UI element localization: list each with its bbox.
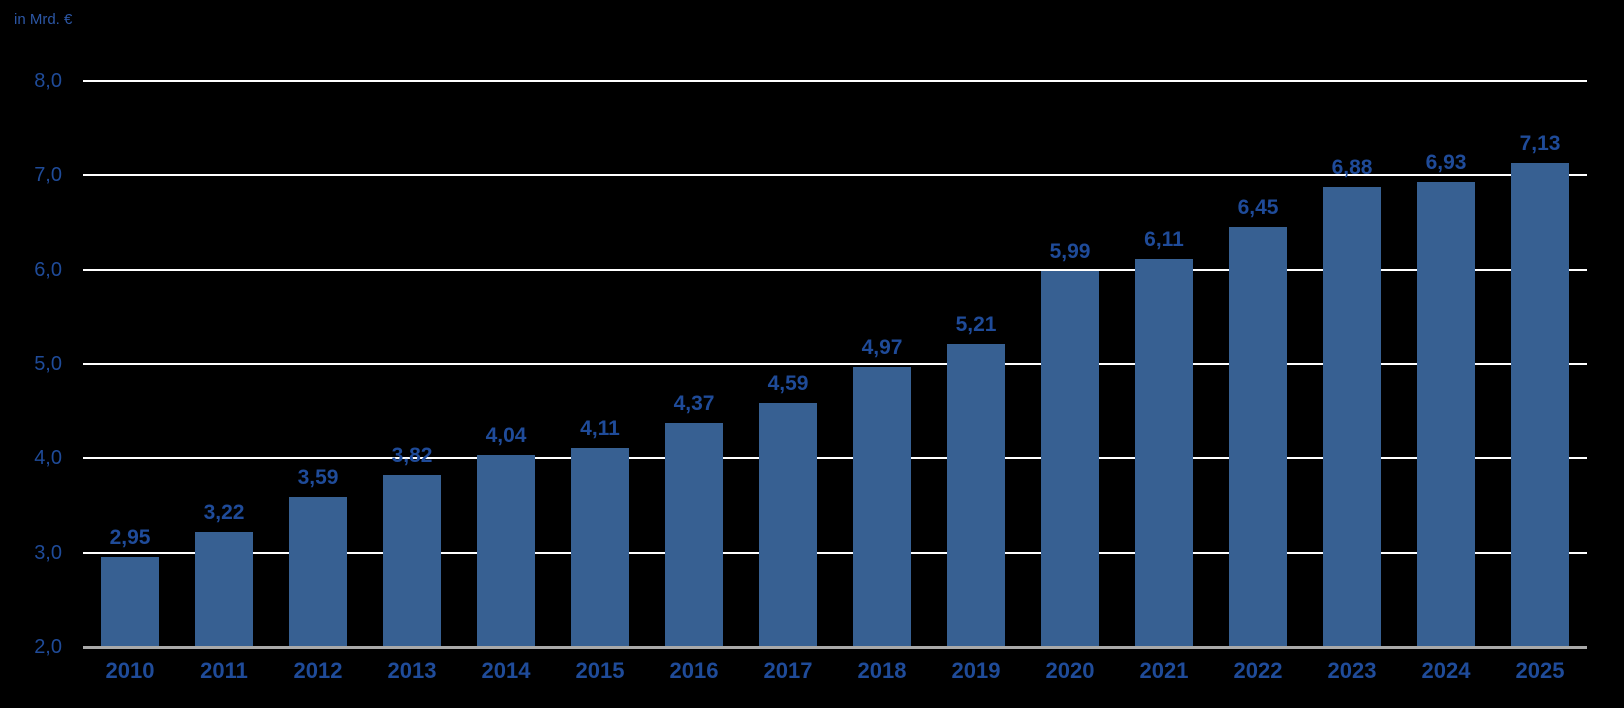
bar-value-label-2014: 4,04 <box>485 423 527 447</box>
bar-2018 <box>853 366 911 647</box>
bar-value-label-2024: 6,93 <box>1425 150 1467 174</box>
bar-2017 <box>759 402 817 647</box>
bar-value-label-2019: 5,21 <box>955 313 997 337</box>
x-tick-label-2025: 2025 <box>1515 658 1565 683</box>
bar-value-label-2023: 6,88 <box>1331 155 1373 179</box>
bar-value-label-2012: 3,59 <box>297 466 339 489</box>
x-tick-label-2014: 2014 <box>481 658 531 683</box>
x-tick-label-2012: 2012 <box>293 658 343 683</box>
bar-2014 <box>477 454 535 647</box>
bar-2021 <box>1135 259 1193 647</box>
x-tick-label-2023: 2023 <box>1327 658 1377 683</box>
bar-value-label-2017: 4,59 <box>767 371 809 395</box>
x-tick-label-2011: 2011 <box>200 658 248 683</box>
gridline-4,0 <box>83 457 1587 460</box>
bar-2013 <box>383 475 441 647</box>
bar-value-label-2022: 6,45 <box>1237 196 1279 220</box>
y-tick-label-2,0: 2,0 <box>34 636 62 658</box>
gridline-8,0 <box>83 80 1587 82</box>
bar-2019 <box>947 344 1005 647</box>
x-tick-label-2010: 2010 <box>105 658 155 683</box>
x-tick-label-2015: 2015 <box>575 658 625 683</box>
bar-2020 <box>1041 270 1099 647</box>
gridline-6,0 <box>83 268 1587 271</box>
bar-2010 <box>101 557 159 647</box>
x-tick-label-2019: 2019 <box>951 658 1001 683</box>
bar-value-label-2020: 5,99 <box>1049 239 1091 263</box>
bar-value-label-2010: 2,95 <box>109 526 151 550</box>
y-tick-label-5,0: 5,0 <box>34 353 62 375</box>
bar-2024 <box>1417 181 1475 647</box>
x-tick-label-2017: 2017 <box>763 658 813 683</box>
x-tick-label-2020: 2020 <box>1045 658 1095 683</box>
bar-value-label-2013: 3,82 <box>391 444 433 468</box>
y-tick-label-4,0: 4,0 <box>34 447 62 470</box>
bar-value-label-2016: 4,37 <box>673 392 715 416</box>
bar-2012 <box>289 497 347 647</box>
bar-2022 <box>1229 227 1287 647</box>
bar-2016 <box>665 423 723 647</box>
x-tick-label-2021: 2021 <box>1139 658 1189 683</box>
y-tick-label-6,0: 6,0 <box>34 258 62 281</box>
y-tick-label-7,0: 7,0 <box>34 164 62 187</box>
x-tick-label-2024: 2024 <box>1421 658 1471 683</box>
bar-value-label-2021: 6,11 <box>1144 228 1184 252</box>
x-tick-label-2022: 2022 <box>1233 658 1283 683</box>
x-tick-label-2016: 2016 <box>669 658 719 683</box>
bar-value-label-2015: 4,11 <box>580 416 620 440</box>
gridline-7,0 <box>83 174 1587 177</box>
x-axis-baseline <box>83 646 1587 649</box>
gridline-5,0 <box>83 363 1587 365</box>
bar-2023 <box>1323 186 1381 647</box>
x-tick-label-2018: 2018 <box>857 658 907 683</box>
bar-2015 <box>571 447 629 647</box>
y-axis-title: in Mrd. € <box>14 11 73 28</box>
bar-value-label-2011: 3,22 <box>203 500 245 524</box>
y-tick-label-8,0: 8,0 <box>34 70 62 92</box>
bar-value-label-2018: 4,97 <box>861 335 903 359</box>
gridline-3,0 <box>83 551 1587 554</box>
bar-2025 <box>1511 163 1569 647</box>
y-tick-label-3,0: 3,0 <box>34 541 62 564</box>
bar-2011 <box>195 531 253 647</box>
bar-value-label-2025: 7,13 <box>1519 132 1561 156</box>
x-tick-label-2013: 2013 <box>387 658 437 683</box>
